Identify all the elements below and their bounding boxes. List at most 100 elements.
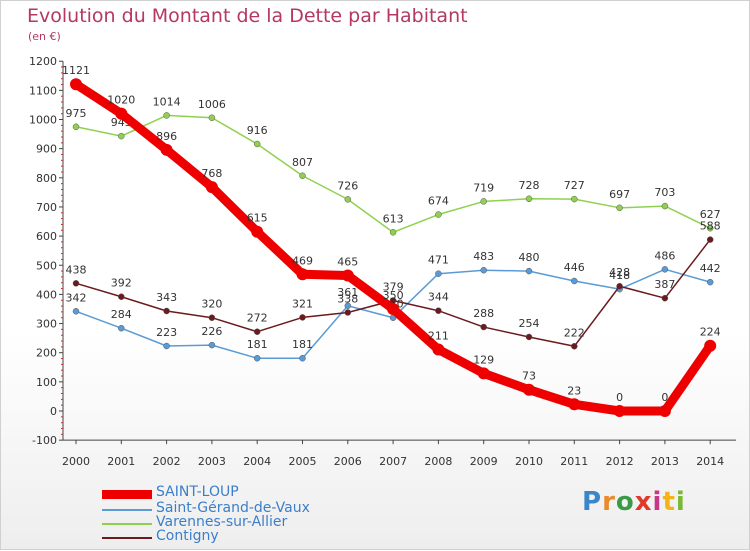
data-point [299,314,306,321]
data-point [432,343,445,356]
y-tick-label: -100 [32,434,57,447]
data-label: 728 [519,179,540,192]
y-tick-label: 0 [50,405,57,418]
y-tick-label: 500 [36,259,57,272]
data-label: 387 [654,278,675,291]
data-point [706,224,714,232]
data-point [571,343,578,350]
data-point [480,323,487,331]
x-tick-label: 2010 [515,455,543,468]
logo-letter: r [602,487,616,517]
data-label: 1020 [107,94,135,107]
data-point [435,211,442,218]
x-tick-label: 2006 [334,455,362,468]
data-label: 613 [383,212,404,225]
x-tick-label: 2001 [107,455,135,468]
data-label: 224 [700,326,721,339]
data-label: 320 [201,298,222,311]
x-tick-label: 2012 [606,455,634,468]
logo-letter: P [582,487,603,517]
data-point [706,236,714,243]
data-point [72,308,80,315]
data-label: 361 [337,286,358,299]
data-point [299,172,306,180]
data-point [525,195,533,203]
data-label: 129 [473,353,494,366]
y-tick-label: 600 [36,230,57,243]
data-label: 442 [700,262,721,275]
y-tick-label: 1200 [29,55,57,68]
legend-item: Varennes-sur-Allier [102,514,402,531]
y-tick-label: 200 [36,347,57,360]
data-label: 418 [609,269,630,282]
data-label: 428 [609,266,630,279]
data-point [525,333,533,341]
data-point [658,405,671,417]
data-label: 1006 [198,98,226,111]
data-label: 223 [156,326,177,339]
data-label: 615 [247,212,268,225]
data-point [163,342,170,350]
data-point [387,302,400,315]
data-point [435,307,442,314]
legend-item: Contigny [102,528,402,545]
y-tick-label: 800 [36,172,57,185]
data-point [613,405,626,417]
data-point [344,309,352,316]
x-tick-label: 2013 [651,455,679,468]
data-label: 392 [111,277,132,290]
legend-item: Saint-Gérand-de-Vaux [102,500,402,517]
y-tick-label: 300 [36,318,57,331]
chart-title: Evolution du Montant de la Dette par Hab… [27,5,468,27]
x-tick-label: 2014 [696,455,724,468]
data-label: 727 [564,179,585,192]
data-point [523,383,535,396]
data-label: 321 [292,297,313,310]
data-point [253,140,261,148]
data-label: 768 [201,167,222,180]
data-point [115,107,128,120]
data-point [251,225,264,238]
data-label: 226 [201,325,222,338]
data-label: 627 [700,208,721,221]
data-label: 23 [567,384,581,397]
y-tick-label: 1100 [29,84,57,97]
data-label: 588 [700,220,721,233]
y-tick-label: 1000 [29,114,57,127]
legend-swatch [102,490,152,499]
data-label: 272 [247,312,268,325]
data-label: 465 [337,255,358,268]
data-label: 284 [111,308,132,321]
data-label: 674 [428,195,449,208]
data-point [118,132,125,140]
legend-label: Contigny [156,528,219,544]
data-point [389,229,397,236]
data-label: 1014 [153,95,181,108]
data-point [477,367,490,380]
logo-letter: i [652,487,663,517]
data-point [435,270,442,277]
data-point [205,181,218,194]
data-point [341,269,354,282]
data-point [160,143,173,156]
data-point [344,196,352,203]
data-point [208,114,216,122]
y-tick-label: 400 [36,288,57,301]
data-label: 344 [428,291,449,304]
data-label: 338 [337,292,358,305]
data-label: 0 [661,391,668,404]
data-point [299,354,306,362]
data-label: 73 [522,370,536,383]
data-point [344,302,352,310]
x-tick-label: 2002 [153,455,181,468]
x-tick-label: 2008 [424,455,452,468]
data-point [163,307,170,315]
x-tick-label: 2011 [560,455,588,468]
data-label: 342 [66,291,87,304]
data-label: 719 [473,181,494,194]
data-label: 471 [428,254,449,267]
y-tick-label: 100 [36,376,57,389]
data-point [70,78,82,91]
data-point [704,339,717,352]
